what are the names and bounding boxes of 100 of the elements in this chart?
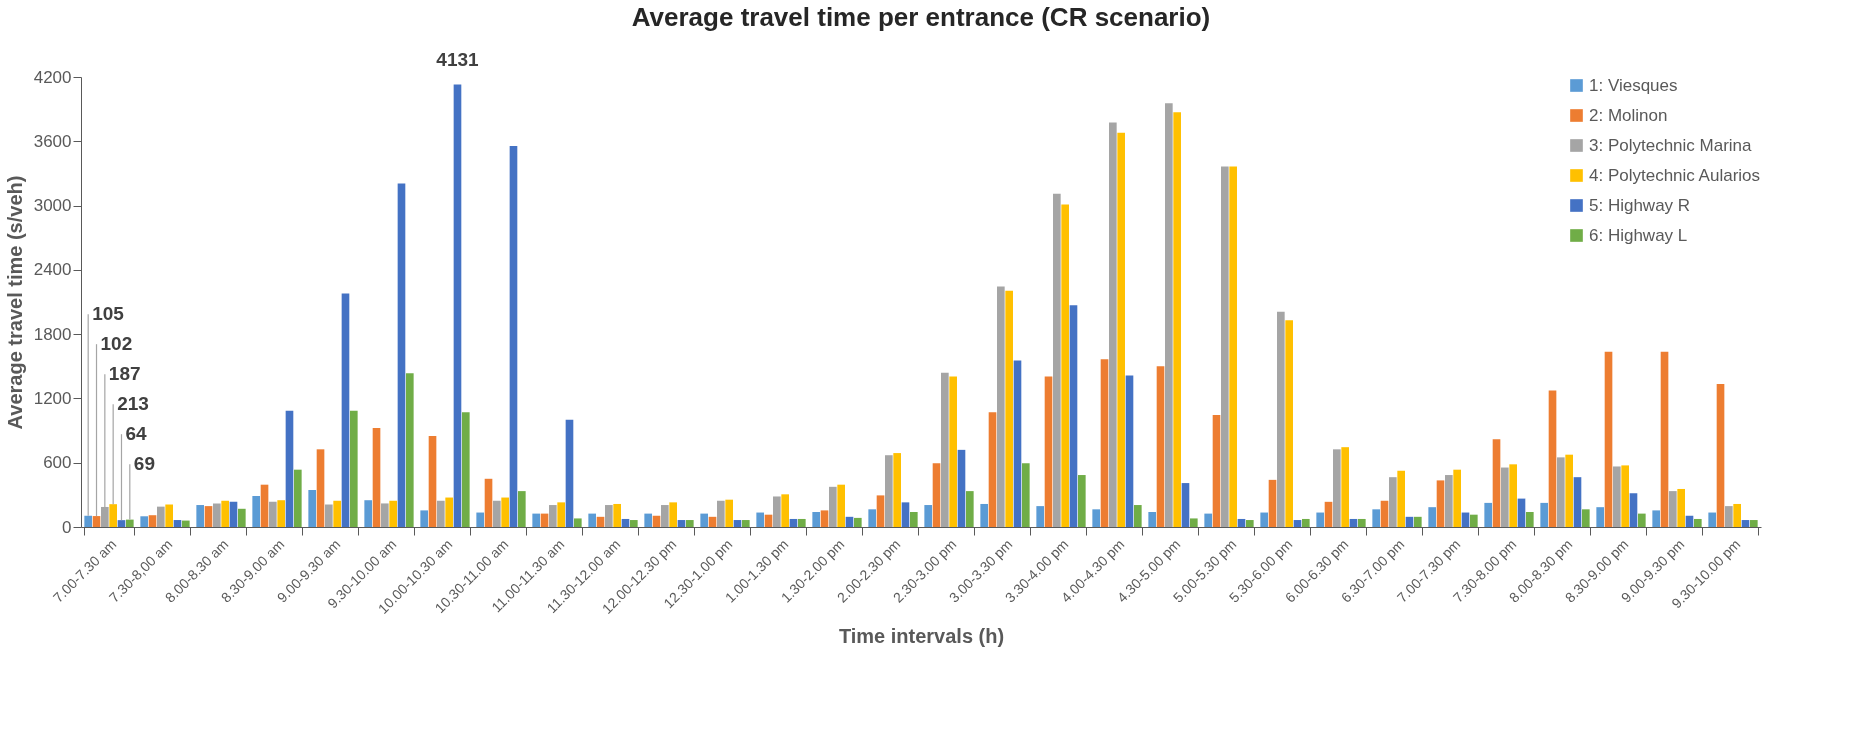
bar [868,509,877,527]
bar [837,484,845,527]
bar [420,510,429,527]
bar [428,435,437,527]
bar [204,506,213,527]
bar [229,501,238,527]
bar [1013,360,1022,527]
bar [84,515,93,527]
bar [932,463,941,527]
bar [325,504,333,527]
bar [1708,512,1717,527]
bar [565,419,574,527]
bar [109,504,117,527]
bar [1148,512,1157,527]
bar [293,469,302,527]
bar [1181,483,1190,527]
bar [725,499,733,527]
bar [845,516,854,527]
bar [1581,509,1590,527]
bar [644,513,653,527]
bar [700,513,709,527]
bar [1685,515,1694,527]
bar [717,500,725,527]
bar [1525,512,1534,527]
bar [901,502,910,527]
bar [165,504,173,527]
bar [493,500,501,527]
bar [364,500,373,527]
bar [588,513,597,527]
y-tick-label: 0 [62,517,72,537]
bar [1389,477,1397,527]
bar [1285,320,1293,527]
bar [1669,491,1677,527]
bar [140,516,149,527]
bar [941,372,949,527]
bar [677,520,686,527]
bar [988,412,997,527]
bar [1436,480,1445,527]
bar [733,520,742,527]
bar [405,373,414,527]
data-label: 102 [100,333,133,355]
bar [181,520,190,527]
bar [596,516,605,527]
bar [893,453,901,527]
bar [1397,470,1405,527]
bar [1596,507,1605,527]
bar [924,505,933,527]
bar [949,376,957,527]
data-label: 4131 [436,49,480,71]
y-tick-label: 1200 [33,388,72,408]
bar [1245,520,1254,527]
bar [157,506,165,527]
bar [1324,501,1333,527]
bar [980,503,989,527]
y-tick-label: 2400 [33,260,72,280]
bar [252,495,261,527]
bar [221,500,229,527]
bar [1165,103,1173,527]
bar [1301,518,1310,527]
bar [1021,463,1030,527]
bar [1621,465,1629,527]
bar [1061,204,1069,527]
bar [1557,457,1565,527]
bar [196,505,205,527]
bar [1733,503,1741,527]
y-tick-label: 3000 [33,196,72,216]
bar [885,455,893,527]
bar [1453,469,1461,527]
bar [532,513,541,527]
bar [621,518,630,527]
bar [501,497,509,527]
bar [1469,514,1478,527]
bar [549,505,557,527]
bar [1413,516,1422,527]
bar [1725,506,1733,527]
bar [661,505,669,527]
bar [652,515,661,527]
bar [773,496,781,527]
bar [1749,520,1758,527]
bar [381,503,389,527]
bar [1405,516,1414,527]
bar [260,484,269,527]
bar [1156,366,1165,527]
bar [1637,513,1646,527]
bar [1548,390,1557,527]
legend-label: 1: Viesques [1589,75,1678,95]
bar [957,449,966,527]
legend-label: 5: Highway R [1589,195,1691,215]
bar [117,520,126,527]
y-tick-label: 600 [43,453,72,473]
bar [461,412,470,527]
bar [1380,500,1389,527]
legend-label: 4: Polytechnic Aularios [1589,165,1761,185]
bar [1100,359,1109,527]
bar [789,518,798,527]
data-label: 64 [125,423,148,445]
bar [1604,351,1613,527]
bar [1117,132,1125,527]
bar [1741,520,1750,527]
bar [1221,166,1229,527]
